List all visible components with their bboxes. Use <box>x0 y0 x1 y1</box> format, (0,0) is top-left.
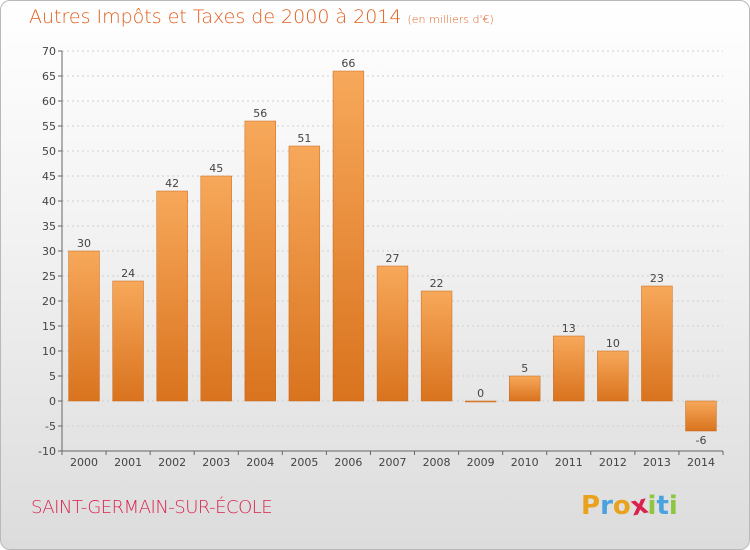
bar-2005 <box>288 145 321 402</box>
value-label-2014: -6 <box>695 434 706 447</box>
bar-2011 <box>553 335 585 402</box>
value-label-2004: 56 <box>253 107 267 120</box>
value-label-2000: 30 <box>77 237 91 250</box>
value-label-2009: 0 <box>477 387 484 400</box>
y-tick-label: 35 <box>42 220 56 233</box>
proxiti-logo: Proxiti <box>581 490 678 523</box>
value-label-2012: 10 <box>606 337 620 350</box>
bar-2003 <box>200 175 232 402</box>
y-tick-label: 60 <box>42 95 56 108</box>
y-tick-label: 45 <box>42 170 56 183</box>
x-tick-label-2011: 2011 <box>555 456 583 469</box>
y-tick-label: 25 <box>42 270 56 283</box>
x-tick-label-2012: 2012 <box>599 456 627 469</box>
value-label-2006: 66 <box>341 57 355 70</box>
x-tick-label-2009: 2009 <box>467 456 495 469</box>
bar-2006 <box>332 70 365 402</box>
y-tick-label: 55 <box>42 120 56 133</box>
y-tick-label: -5 <box>45 420 56 433</box>
bar-2007 <box>376 265 409 402</box>
y-tick-label: 5 <box>49 370 56 383</box>
chart-title-text: Autres Impôts et Taxes de 2000 à 2014 <box>29 6 402 28</box>
bar-2012 <box>597 350 629 402</box>
x-tick-label-2006: 2006 <box>334 456 362 469</box>
logo-letter: t <box>656 491 669 521</box>
axes <box>58 50 724 455</box>
value-label-2008: 22 <box>430 277 444 290</box>
value-label-2013: 23 <box>650 272 664 285</box>
y-tick-label: 15 <box>42 320 56 333</box>
y-tick-label: 40 <box>42 195 56 208</box>
bar-2010 <box>509 375 541 402</box>
x-tick-label-2004: 2004 <box>246 456 274 469</box>
x-tick-label-2002: 2002 <box>158 456 186 469</box>
y-tick-label: 10 <box>42 345 56 358</box>
y-tick-label: 50 <box>42 145 56 158</box>
bar-2002 <box>156 190 188 402</box>
value-label-2007: 27 <box>386 252 400 265</box>
commune-name: SAINT-GERMAIN-SUR-ÉCOLE <box>31 497 273 518</box>
bar-2014 <box>685 400 717 432</box>
value-label-2001: 24 <box>121 267 135 280</box>
x-tick-label-2008: 2008 <box>423 456 451 469</box>
chart-subtitle: (en milliers d'€) <box>407 13 494 26</box>
bar-2013 <box>641 285 673 402</box>
bar-2001 <box>112 280 144 402</box>
x-tick-label-2014: 2014 <box>687 456 715 469</box>
y-tick-label: 20 <box>42 295 56 308</box>
y-tick-label: 65 <box>42 70 56 83</box>
logo-letter: o <box>612 491 631 521</box>
value-label-2011: 13 <box>562 322 576 335</box>
x-tick-label-2005: 2005 <box>290 456 318 469</box>
value-label-2002: 42 <box>165 177 179 190</box>
bar-2009 <box>464 400 497 403</box>
x-tick-label-2007: 2007 <box>379 456 407 469</box>
value-label-2003: 45 <box>209 162 223 175</box>
bar-2008 <box>420 290 453 402</box>
y-tick-label: -10 <box>38 445 56 458</box>
logo-letter: P <box>581 491 601 521</box>
bars <box>68 70 717 432</box>
y-tick-label: 0 <box>49 395 56 408</box>
x-tick-label-2001: 2001 <box>114 456 142 469</box>
logo-letter: r <box>600 491 613 521</box>
x-tick-label-2013: 2013 <box>643 456 671 469</box>
logo-letter: i <box>647 491 657 521</box>
y-tick-label: 70 <box>42 45 56 58</box>
x-tick-label-2010: 2010 <box>511 456 539 469</box>
bar-2000 <box>68 250 100 402</box>
chart-title: Autres Impôts et Taxes de 2000 à 2014 (en… <box>29 6 494 28</box>
value-label-2005: 51 <box>297 132 311 145</box>
bar-2004 <box>244 120 276 402</box>
value-labels: 30 24 42 45 56 51 66 27 22 0 5 13 10 23 -6 <box>77 57 706 447</box>
y-tick-label: 30 <box>42 245 56 258</box>
x-tick-label-2000: 2000 <box>70 456 98 469</box>
x-tick-label-2003: 2003 <box>202 456 230 469</box>
logo-letter: i <box>668 491 678 521</box>
value-label-2010: 5 <box>521 362 528 375</box>
